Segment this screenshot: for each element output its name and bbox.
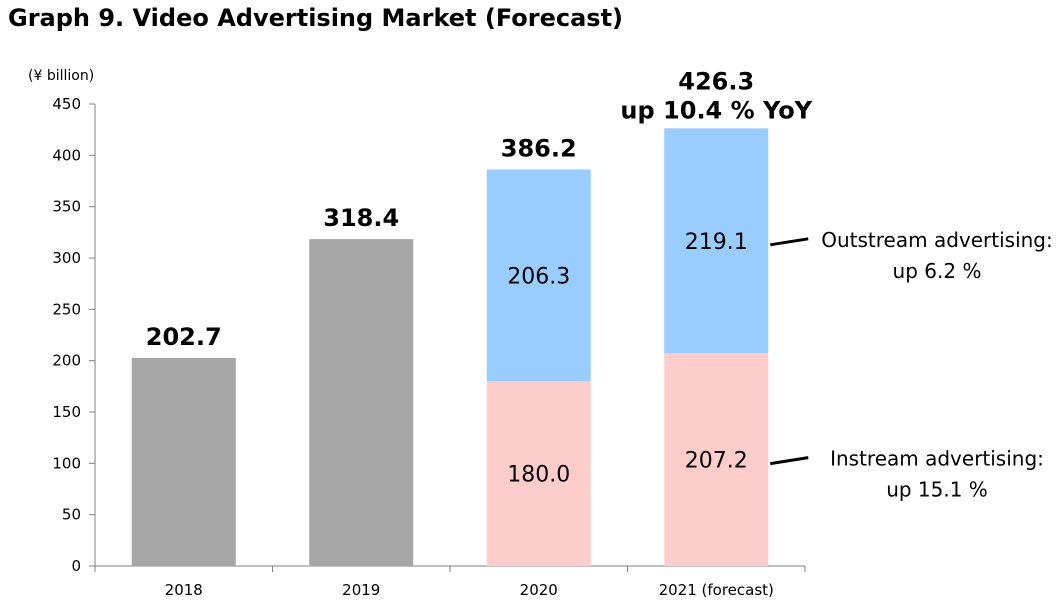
y-tick-label: 450 [52, 95, 81, 113]
total-labels: 202.7 318.4 386.2 426.3up 10.4 % YoY [146, 67, 813, 351]
total-value-label: 318.4 [323, 204, 399, 232]
total-value-label: 386.2 [501, 135, 577, 163]
chart-title: Graph 9. Video Advertising Market (Forec… [8, 4, 624, 32]
segment-value-label: 219.1 [685, 230, 748, 255]
bar-segment [131, 357, 236, 566]
segment-value-label: 206.3 [507, 264, 570, 289]
x-tick-label: 2020 [520, 581, 558, 599]
x-tick-labels: 2018 2019 2020 2021 (forecast) [165, 581, 774, 599]
annotation-text: up 15.1 % [886, 478, 988, 502]
y-tick-label: 250 [52, 300, 81, 318]
total-value-label: 426.3 [678, 67, 754, 95]
y-tick-label: 300 [52, 249, 81, 267]
y-tick-label: 350 [52, 198, 81, 216]
bars: 180.0 206.3 207.2 219.1 [131, 128, 769, 567]
annotation-text: up 6.2 % [893, 259, 982, 283]
segment-value-label: 207.2 [685, 449, 748, 474]
bar-segment [664, 353, 769, 566]
x-tick-label: 2018 [165, 581, 203, 599]
total-value-label: 202.7 [146, 323, 222, 351]
annotations: Outstream advertising: up 6.2 % Instream a… [770, 228, 1053, 502]
y-tick-labels: 0 50 100 150 200 250 300 350 400 450 [52, 95, 81, 575]
annotation-leader-line [770, 237, 809, 247]
annotation-text: Outstream advertising: [821, 228, 1053, 252]
x-tick-label: 2021 (forecast) [659, 581, 774, 599]
annotation-leader-line [770, 456, 809, 466]
bar-segment [664, 128, 769, 354]
bar-segment [309, 239, 414, 567]
annotation-text: Instream advertising: [830, 447, 1044, 471]
y-tick-label: 400 [52, 146, 81, 164]
y-axis-unit-label: (¥ billion) [28, 68, 94, 84]
x-tick-label: 2019 [342, 581, 380, 599]
bar-segment [486, 381, 591, 566]
y-tick-label: 150 [52, 403, 81, 421]
bar-segment [486, 169, 591, 382]
y-tick-label: 50 [62, 506, 81, 524]
y-tick-label: 200 [52, 352, 81, 370]
yoy-growth-label: up 10.4 % YoY [620, 96, 812, 124]
y-tick-label: 0 [71, 557, 81, 575]
y-tick-label: 100 [52, 454, 81, 472]
segment-value-label: 180.0 [507, 463, 570, 488]
